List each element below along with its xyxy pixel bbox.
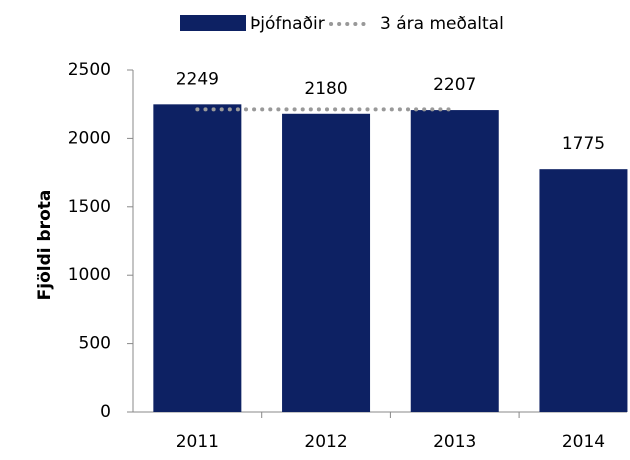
- y-tick-label: 2500: [68, 60, 111, 80]
- bar: [282, 113, 371, 412]
- x-tick-label: 2014: [562, 432, 605, 452]
- y-tick-label: 2000: [68, 128, 111, 148]
- data-label: 2207: [433, 75, 476, 95]
- y-tick-label: 500: [79, 334, 111, 354]
- y-tick-label: 1000: [68, 265, 111, 285]
- data-label: 2249: [176, 69, 219, 89]
- data-label: 2180: [304, 79, 347, 99]
- legend-swatch: [180, 15, 246, 31]
- bar: [153, 104, 242, 413]
- y-tick-label: 0: [100, 402, 111, 422]
- bar: [410, 110, 499, 412]
- legend-label: Þjófnaðir: [250, 14, 325, 34]
- data-label: 1775: [562, 134, 605, 154]
- bar: [539, 169, 628, 412]
- x-tick-label: 2013: [433, 432, 476, 452]
- legend-label: 3 ára meðaltal: [380, 14, 504, 34]
- x-tick-label: 2012: [304, 432, 347, 452]
- x-tick-label: 2011: [176, 432, 219, 452]
- y-tick-label: 1500: [68, 197, 111, 217]
- y-axis-label: Fjöldi brota: [35, 190, 55, 301]
